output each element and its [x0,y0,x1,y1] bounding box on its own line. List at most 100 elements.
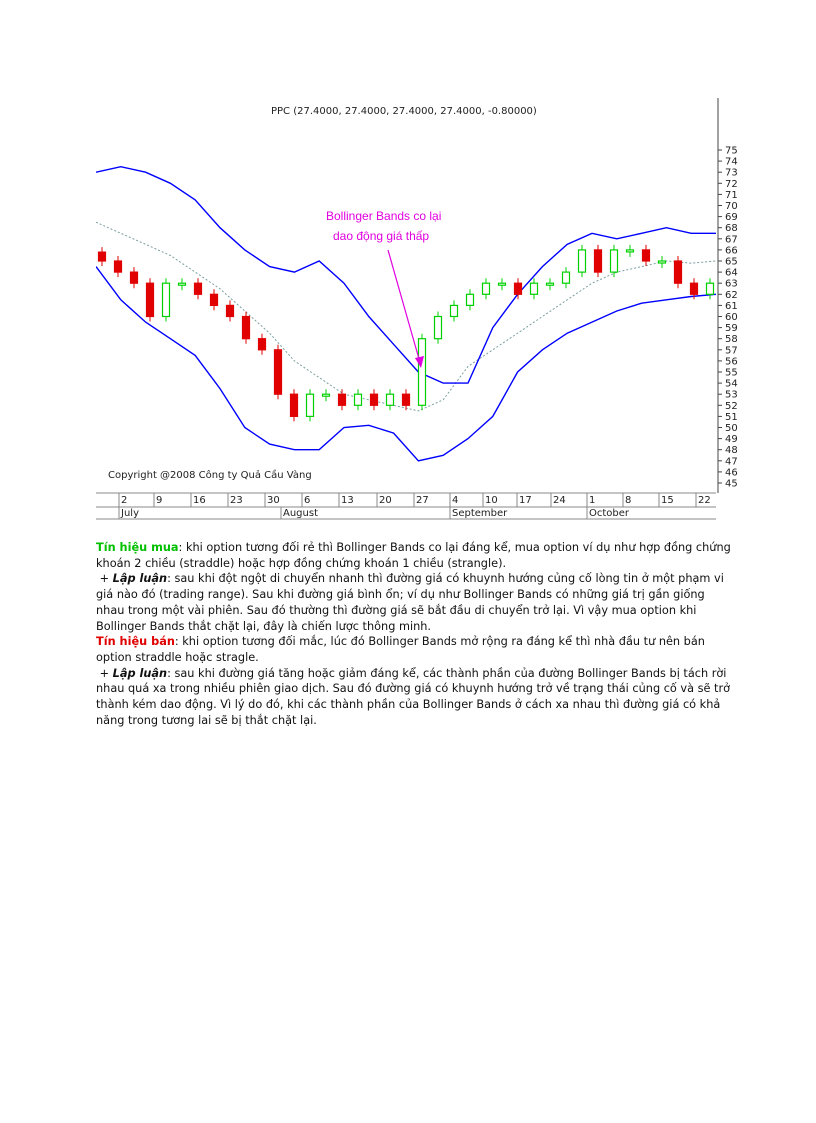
argument-2-paragraph: + Lập luận: sau khi đường giá tăng hoặc … [96,666,732,729]
argument-2-label: Lập luận [112,666,168,680]
candle [369,393,379,406]
candle [497,282,507,286]
y-tick-label: 55 [725,368,738,379]
x-tick-label: 15 [661,495,674,506]
plot-area: 4546474849505152535455565758596061626364… [96,98,738,520]
candle [417,338,427,406]
candle [641,249,651,262]
candle [353,393,363,406]
x-tick-label: 16 [193,495,206,506]
x-tick-label: 30 [267,495,280,506]
y-tick-label: 51 [725,412,738,423]
candle [577,249,587,273]
candle [545,282,555,286]
y-tick-label: 61 [725,301,738,312]
argument-1-paragraph: + Lập luận: sau khi đột ngột di chuyển n… [96,571,732,634]
candle [113,260,123,273]
y-tick-label: 50 [725,423,738,434]
bollinger-chart: PPC (27.4000, 27.4000, 27.4000, 27.4000,… [96,98,746,522]
candle [161,282,171,318]
candle [657,260,667,264]
candle [513,282,523,295]
y-tick-label: 70 [725,201,738,212]
annotation-arrowhead [415,356,424,368]
candle [625,249,635,253]
candle [673,260,683,284]
annotation-arrow [387,249,422,367]
candle [209,293,219,307]
x-tick-label: 17 [519,495,532,506]
month-label: October [589,508,630,519]
candle [465,293,475,307]
candle [129,271,139,284]
y-tick-label: 65 [725,257,738,268]
y-tick-label: 48 [725,445,738,456]
argument-2-prefix: + [99,666,110,680]
chart-title: PPC (27.4000, 27.4000, 27.4000, 27.4000,… [271,106,537,117]
candle [241,315,251,340]
chart-svg: PPC (27.4000, 27.4000, 27.4000, 27.4000,… [96,98,738,520]
x-tick-label: 9 [156,495,162,506]
candle [449,304,459,318]
buy-signal-label: Tín hiệu mua [96,541,179,554]
candle [177,282,187,286]
y-tick-label: 68 [725,223,738,234]
candle [193,282,203,295]
month-label: September [452,508,508,519]
sell-signal-paragraph: Tín hiệu bán: khi option tương đối mắc, … [96,634,732,665]
candle [689,282,699,295]
y-tick-label: 66 [725,245,738,256]
y-tick-label: 62 [725,290,738,301]
y-tick-label: 46 [725,467,738,478]
x-tick-label: 8 [625,495,631,506]
upper-band-line [96,165,716,384]
argument-1-prefix: + [99,572,110,586]
y-tick-label: 58 [725,334,738,345]
x-tick-label: 4 [452,495,458,506]
y-tick-label: 53 [725,390,738,401]
x-tick-label: 20 [379,495,392,506]
month-label: August [283,508,318,519]
candle [561,271,571,284]
candle [97,251,107,262]
y-tick-label: 57 [725,345,738,356]
y-tick-label: 54 [725,379,738,390]
x-tick-label: 6 [304,495,310,506]
middle-band-line [96,221,717,412]
candle [593,249,603,273]
x-tick-label: 24 [553,495,566,506]
annotation-line1: Bollinger Bands co lại [326,209,441,223]
y-tick-label: 69 [725,212,738,223]
y-tick-label: 60 [725,312,738,323]
y-tick-label: 47 [725,456,738,467]
buy-signal-paragraph: Tín hiệu mua: khi option tương đối rẻ th… [96,540,732,571]
y-tick-label: 52 [725,401,738,412]
candle [705,282,715,295]
argument-2-text: : sau khi đường giá tăng hoặc giảm đáng … [96,666,731,727]
y-tick-label: 49 [725,434,738,445]
y-tick-label: 59 [725,323,738,334]
candle [337,393,347,406]
annotation-line2: dao động giá thấp [333,229,429,243]
candle [401,393,411,406]
y-tick-label: 67 [725,234,738,245]
candle [289,393,299,418]
candle [305,393,315,418]
y-tick-label: 45 [725,479,738,490]
y-tick-label: 56 [725,356,738,367]
argument-1-text: : sau khi đột ngột di chuyển nhanh thì đ… [96,572,724,633]
y-tick-label: 73 [725,168,738,179]
candle [273,349,283,395]
sell-signal-text: : khi option tương đối mắc, lúc đó Bolli… [96,635,705,664]
candle [321,393,331,397]
chart-copyright: Copyright @2008 Công ty Quả Cầu Vàng [108,469,312,481]
candle [481,282,491,295]
sell-signal-label: Tín hiệu bán [96,635,175,649]
candle [225,304,235,318]
candle [433,315,443,340]
x-tick-label: 23 [230,495,243,506]
y-tick-label: 71 [725,190,738,201]
x-tick-label: 22 [698,495,711,506]
x-tick-label: 27 [416,495,429,506]
lower-band-line [96,266,717,462]
